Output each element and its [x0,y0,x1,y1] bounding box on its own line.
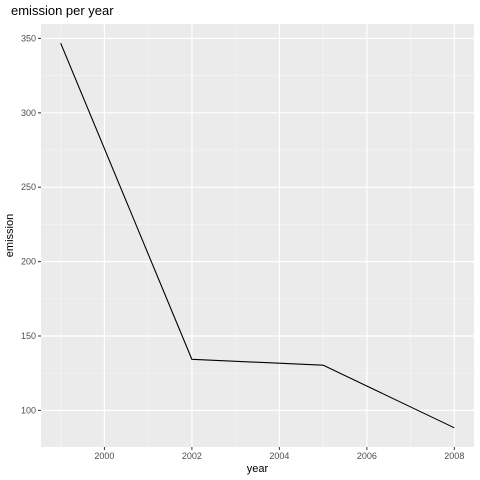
chart-title: emission per year [11,3,114,18]
y-tick-label: 250 [21,182,36,192]
series-line-0 [60,42,455,429]
x-tick-label: 2004 [269,451,289,461]
y-tick-label: 300 [21,108,36,118]
x-axis-title: year [247,463,269,475]
minor-gridlines [41,24,474,447]
plot-panel [41,24,474,447]
y-axis: 100 150 200 250 300 350 [21,33,41,415]
x-tick-label: 2008 [444,451,464,461]
y-tick-label: 150 [21,331,36,341]
y-axis-title: emission [4,214,16,257]
y-tick-label: 200 [21,257,36,267]
y-tick-label: 100 [21,405,36,415]
x-tick-label: 2000 [94,451,114,461]
x-axis: 2000 2002 2004 2006 2008 [94,447,464,461]
major-gridlines [41,24,474,447]
series-layer [60,42,455,429]
x-tick-label: 2006 [357,451,377,461]
x-tick-label: 2002 [182,451,202,461]
y-tick-label: 350 [21,33,36,43]
